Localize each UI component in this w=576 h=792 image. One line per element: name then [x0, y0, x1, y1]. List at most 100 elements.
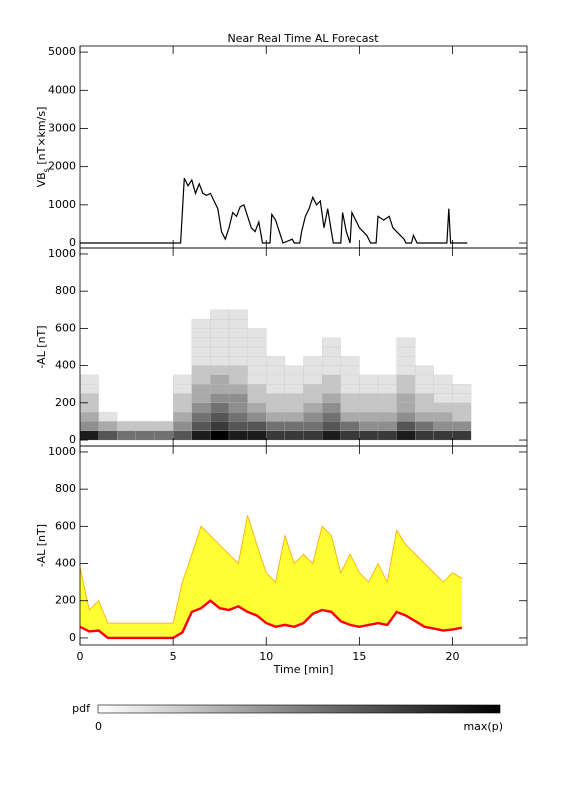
- pdf-cell: [396, 346, 416, 357]
- pdf-cell: [191, 374, 211, 385]
- pdf-cell: [210, 328, 230, 338]
- pdf-cell: [228, 421, 248, 431]
- pdf-cell: [191, 318, 211, 329]
- y-tick-label: 1000: [48, 198, 76, 211]
- colorbar-label: pdf: [72, 702, 91, 715]
- pdf-cell: [340, 384, 360, 394]
- colorbar: [97, 704, 501, 714]
- pdf-cell: [359, 384, 379, 394]
- y-tick-label: 0: [69, 631, 76, 644]
- pdf-cell: [228, 365, 248, 376]
- pdf-cell: [322, 356, 341, 366]
- pdf-cell: [322, 365, 341, 376]
- pdf-cell: [228, 393, 248, 403]
- pdf-cell: [303, 402, 323, 413]
- y-tick-label: 200: [55, 396, 76, 409]
- y-axis-title-part: s: [42, 168, 51, 172]
- pdf-cell: [396, 374, 416, 385]
- pdf-cell: [228, 337, 248, 348]
- pdf-cell: [173, 402, 192, 413]
- pdf-cell: [433, 384, 453, 394]
- pdf-cell: [154, 430, 174, 441]
- pdf-cell: [80, 384, 99, 394]
- pdf-cell: [191, 412, 211, 422]
- pdf-cell: [433, 430, 453, 441]
- pdf-cell: [228, 412, 248, 422]
- pdf-cell: [433, 393, 453, 403]
- pdf-cell: [303, 384, 323, 394]
- x-tick-label: 15: [352, 650, 366, 663]
- pdf-cell: [266, 412, 285, 422]
- pdf-cell: [396, 393, 416, 403]
- pdf-cell: [433, 402, 453, 413]
- pdf-cell: [228, 374, 248, 385]
- plot-area: [80, 177, 468, 244]
- pdf-cell: [433, 374, 453, 385]
- pdf-cell: [210, 356, 230, 366]
- pdf-cell: [322, 337, 341, 348]
- pdf-cell: [247, 374, 267, 385]
- pdf-cell: [322, 402, 341, 413]
- pdf-cell: [415, 412, 434, 422]
- pdf-cell: [247, 365, 267, 376]
- pdf-cell: [415, 365, 434, 376]
- pdf-cell: [228, 430, 248, 441]
- pdf-cell: [415, 393, 434, 403]
- pdf-cell: [284, 384, 304, 394]
- pdf-cell: [303, 374, 323, 385]
- pdf-cell: [210, 346, 230, 357]
- x-tick-label: 5: [170, 650, 177, 663]
- y-axis-title: VBs [nT×km/s]: [35, 107, 51, 188]
- pdf-cell: [191, 393, 211, 403]
- y-tick-label: 800: [55, 284, 76, 297]
- pdf-cell: [377, 384, 397, 394]
- pdf-cell: [452, 393, 472, 403]
- pdf-cell: [284, 402, 304, 413]
- pdf-cell: [173, 430, 192, 441]
- pdf-cell: [210, 318, 230, 329]
- pdf-cell: [98, 430, 118, 441]
- pdf-cell: [284, 430, 304, 441]
- pdf-cell: [154, 421, 174, 431]
- pdf-cell: [359, 412, 379, 422]
- pdf-cell: [303, 412, 323, 422]
- y-tick-label: 0: [69, 236, 76, 249]
- y-tick-label: 1000: [48, 247, 76, 260]
- pdf-cell: [173, 384, 192, 394]
- y-tick-label: 200: [55, 594, 76, 607]
- pdf-cell: [228, 328, 248, 338]
- x-axis-title: Time [min]: [273, 663, 334, 676]
- pdf-cell: [340, 421, 360, 431]
- pdf-cell: [452, 421, 472, 431]
- pdf-cell: [135, 430, 155, 441]
- pdf-cell: [396, 412, 416, 422]
- forecast-band: [80, 515, 462, 638]
- pdf-cell: [98, 412, 118, 422]
- pdf-cell: [359, 393, 379, 403]
- y-axis-title: -AL [nT]: [35, 524, 48, 567]
- pdf-cell: [80, 421, 99, 431]
- y-tick-label: 800: [55, 482, 76, 495]
- y-tick-label: 3000: [48, 121, 76, 134]
- pdf-cell: [247, 384, 267, 394]
- pdf-cell: [228, 384, 248, 394]
- pdf-cell: [340, 393, 360, 403]
- pdf-cell: [322, 412, 341, 422]
- pdf-cell: [396, 384, 416, 394]
- pdf-cell: [284, 421, 304, 431]
- pdf-cell: [247, 412, 267, 422]
- pdf-cell: [210, 337, 230, 348]
- pdf-cell: [173, 393, 192, 403]
- pdf-cell: [415, 430, 434, 441]
- pdf-cell: [135, 421, 155, 431]
- pdf-cell: [396, 430, 416, 441]
- y-tick-label: 1000: [48, 445, 76, 458]
- pdf-cell: [340, 412, 360, 422]
- pdf-cell: [98, 421, 118, 431]
- pdf-cell: [228, 309, 248, 320]
- pdf-cell: [303, 356, 323, 366]
- pdf-cell: [210, 384, 230, 394]
- pdf-cell: [415, 384, 434, 394]
- pdf-cell: [322, 374, 341, 385]
